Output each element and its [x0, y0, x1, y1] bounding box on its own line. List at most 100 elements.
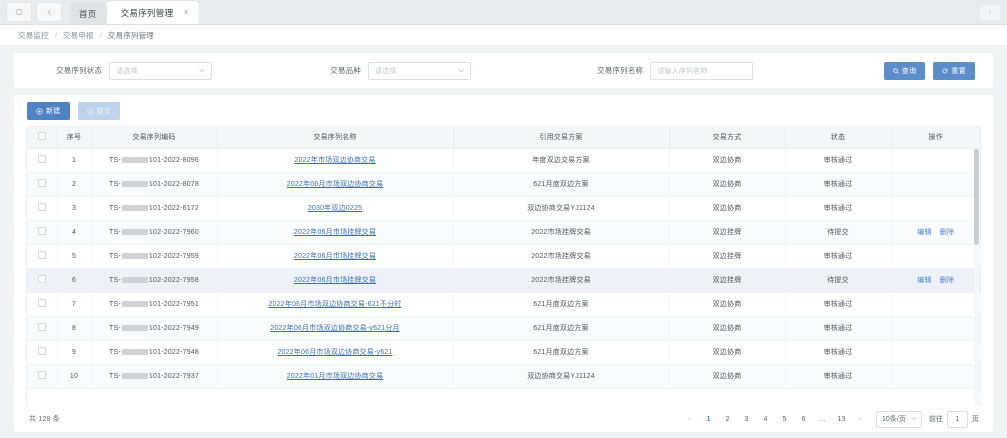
- checkbox-icon[interactable]: [37, 299, 46, 307]
- close-icon[interactable]: ×: [183, 7, 189, 17]
- row-action-delete[interactable]: 删除: [939, 277, 955, 284]
- row-status: 审核通过: [785, 316, 892, 341]
- row-name-link[interactable]: 2022年06月市场双边协商交易-y621分月: [270, 325, 400, 332]
- row-name-link[interactable]: 2022年06月市场双边协商交易-y621: [277, 349, 393, 356]
- page-button-6[interactable]: 6: [801, 415, 806, 423]
- breadcrumb-item-0[interactable]: 交易监控: [18, 30, 49, 40]
- row-name-link[interactable]: 2022年06月市场双边协商交易: [286, 181, 384, 188]
- row-name[interactable]: 2022年06月市场挂牌交易: [217, 268, 454, 293]
- page-size-select[interactable]: 10条/页: [876, 410, 922, 428]
- checkbox-icon[interactable]: [37, 179, 46, 187]
- row-name-link[interactable]: 2022年市场双边协商交易: [294, 157, 376, 164]
- back-icon[interactable]: [36, 2, 62, 22]
- row-checkbox-cell[interactable]: [27, 196, 58, 221]
- row-action-edit[interactable]: 编辑: [917, 229, 932, 236]
- table-row[interactable]: 7 TS- 101-2022-7951 2022年06月市场双边协商交易-621不分时…: [27, 292, 980, 317]
- row-name[interactable]: 2022年01月市场双边协商交易: [217, 364, 454, 389]
- prev-page-button[interactable]: ‹: [688, 415, 691, 423]
- checkbox-icon[interactable]: [37, 132, 46, 141]
- row-name[interactable]: 2022年06月市场双边协商交易-621不分时: [217, 292, 454, 317]
- checkbox-icon[interactable]: [37, 347, 46, 355]
- row-name[interactable]: 2022年市场双边协商交易: [217, 148, 454, 173]
- table-row[interactable]: 1 TS- 101-2022-8096 2022年市场双边协商交易 年度双边交易方案 双边…: [27, 148, 980, 173]
- sequence-name-input[interactable]: 请输入序列名称: [650, 61, 754, 80]
- variety-select[interactable]: 请选择: [368, 61, 472, 80]
- checkbox-icon[interactable]: [37, 155, 46, 163]
- row-index: 8: [57, 316, 92, 341]
- row-checkbox-cell[interactable]: [27, 220, 58, 245]
- row-name-link[interactable]: 2022年06月市场挂牌交易: [293, 277, 377, 284]
- reset-button[interactable]: 重置: [933, 61, 975, 80]
- row-name-link[interactable]: 2030年双边0225: [307, 205, 363, 212]
- table-scrollbar-thumb[interactable]: [974, 149, 979, 245]
- chevron-right-icon[interactable]: ›: [979, 4, 1001, 21]
- row-action-edit[interactable]: 编辑: [917, 277, 932, 284]
- row-checkbox-cell[interactable]: [27, 148, 58, 173]
- table-row[interactable]: 8 TS- 101-2022-7949 2022年06月市场双边协商交易-y621分月…: [27, 316, 980, 341]
- row-checkbox-cell[interactable]: [27, 292, 58, 317]
- tab-transaction-sequence-management[interactable]: 交易序列管理 ×: [106, 1, 199, 24]
- jump-input[interactable]: 1: [947, 410, 968, 428]
- row-checkbox-cell[interactable]: [27, 316, 58, 341]
- page-button-1[interactable]: 1: [706, 415, 711, 423]
- reload-icon[interactable]: [6, 2, 32, 22]
- row-name[interactable]: 2022年06月市场双边协商交易: [217, 172, 454, 197]
- table-row[interactable]: 9 TS- 101-2022-7948 2022年06月市场双边协商交易-y621 62…: [27, 340, 980, 365]
- row-checkbox-cell[interactable]: [27, 244, 58, 269]
- table-row[interactable]: 4 TS- 102-2022-7960 2022年06月市场挂牌交易 2022市场挂牌交…: [27, 220, 980, 245]
- row-name[interactable]: 2030年双边0225: [217, 196, 454, 221]
- page-button-4[interactable]: 4: [763, 415, 768, 423]
- checkbox-icon[interactable]: [37, 275, 46, 283]
- checkbox-icon[interactable]: [37, 371, 46, 379]
- next-page-button[interactable]: ›: [859, 415, 862, 423]
- filter-name: 交易序列名称 请输入序列名称: [597, 61, 754, 80]
- table-row[interactable]: 5 TS- 102-2022-7959 2022年06月市场挂牌交易 2022市场挂牌交…: [27, 244, 980, 269]
- table-row[interactable]: 10 TS- 101-2022-7937 2022年01月市场双边协商交易 双边协商交易…: [27, 364, 980, 389]
- row-name-link[interactable]: 2022年06月市场双边协商交易-621不分时: [268, 301, 402, 308]
- page-button-2[interactable]: 2: [725, 415, 730, 423]
- row-index: 4: [57, 220, 92, 245]
- tab-home-label: 首页: [79, 8, 97, 19]
- table-card: 新建 提交: [14, 95, 993, 432]
- redacted-mask: [121, 228, 148, 235]
- row-method: 双边挂牌: [669, 268, 786, 293]
- row-checkbox-cell[interactable]: [27, 340, 58, 365]
- row-name-link[interactable]: 2022年06月市场挂牌交易: [293, 253, 377, 260]
- column-select-all[interactable]: [27, 127, 58, 149]
- row-name[interactable]: 2022年06月市场双边协商交易-y621分月: [217, 316, 454, 341]
- page-button-3[interactable]: 3: [744, 415, 749, 423]
- check-circle-icon: [86, 107, 94, 115]
- submit-button[interactable]: 提交: [77, 102, 121, 120]
- row-checkbox-cell[interactable]: [27, 364, 58, 389]
- table-row[interactable]: 6 TS- 102-2022-7958 2022年06月市场挂牌交易 2022市场挂牌交…: [27, 268, 980, 293]
- new-button[interactable]: 新建: [27, 102, 70, 120]
- submit-button-label: 提交: [96, 108, 112, 115]
- redacted-mask: [121, 204, 148, 211]
- row-code: TS- 101-2022-8096: [91, 148, 218, 173]
- table-row[interactable]: 3 TS- 101-2022-6172 2030年双边0225 双边协商交易YJ1124…: [27, 196, 980, 221]
- row-action-delete[interactable]: 删除: [939, 229, 955, 236]
- breadcrumb-item-1[interactable]: 交易申报: [62, 30, 94, 40]
- checkbox-icon[interactable]: [37, 227, 46, 235]
- page-ellipsis[interactable]: …: [818, 415, 827, 423]
- checkbox-icon[interactable]: [37, 251, 46, 259]
- checkbox-icon[interactable]: [37, 203, 46, 211]
- redacted-mask: [121, 156, 148, 163]
- row-index: 5: [57, 244, 92, 269]
- table-row[interactable]: 2 TS- 101-2022-8078 2022年06月市场双边协商交易 621月度双边…: [27, 172, 980, 197]
- page-button-13[interactable]: 13: [837, 415, 846, 423]
- page-button-5[interactable]: 5: [782, 415, 787, 423]
- status-select[interactable]: 请选择: [109, 61, 213, 80]
- row-scheme: 621月度双边方案: [453, 340, 670, 365]
- row-name[interactable]: 2022年06月市场双边协商交易-y621: [217, 340, 454, 365]
- row-checkbox-cell[interactable]: [27, 172, 58, 197]
- row-name-link[interactable]: 2022年01月市场双边协商交易: [286, 373, 384, 380]
- search-button[interactable]: 查询: [883, 61, 926, 80]
- row-name-link[interactable]: 2022年06月市场挂牌交易: [293, 229, 377, 236]
- row-checkbox-cell[interactable]: [27, 268, 58, 293]
- row-name[interactable]: 2022年06月市场挂牌交易: [217, 220, 454, 245]
- tab-home[interactable]: 首页: [70, 3, 106, 24]
- row-name[interactable]: 2022年06月市场挂牌交易: [217, 244, 454, 269]
- row-actions: 编辑 删除: [891, 220, 980, 245]
- checkbox-icon[interactable]: [37, 323, 46, 331]
